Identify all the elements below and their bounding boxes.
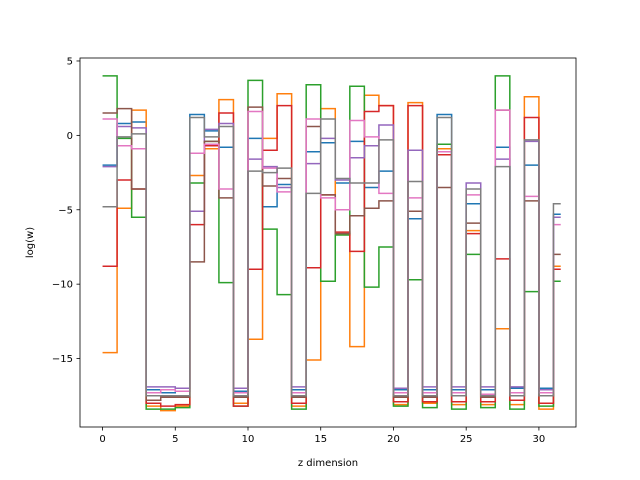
x-axis-label: z dimension [298,458,358,469]
x-axis: 0 5 10 15 20 25 30 [99,427,545,445]
y-tick-label: 0 [67,131,73,142]
y-axis-label: log(w) [25,227,36,258]
y-tick-label: −5 [58,205,73,216]
x-tick-label: 20 [387,434,400,445]
x-tick-label: 10 [242,434,255,445]
x-tick-label: 0 [99,434,105,445]
series-line-8 [102,116,561,397]
y-tick-label: 5 [67,56,73,67]
x-tick-label: 15 [314,434,327,445]
y-tick-label: −10 [52,280,73,291]
x-tick-label: 25 [460,434,473,445]
x-tick-label: 5 [172,434,178,445]
x-tick-label: 30 [533,434,546,445]
series-layer [102,75,561,412]
y-axis: 5 0 −5 −10 −15 [52,56,80,365]
y-tick-label: −15 [52,354,73,365]
plot-frame [79,57,577,428]
series-line-7 [102,109,561,396]
